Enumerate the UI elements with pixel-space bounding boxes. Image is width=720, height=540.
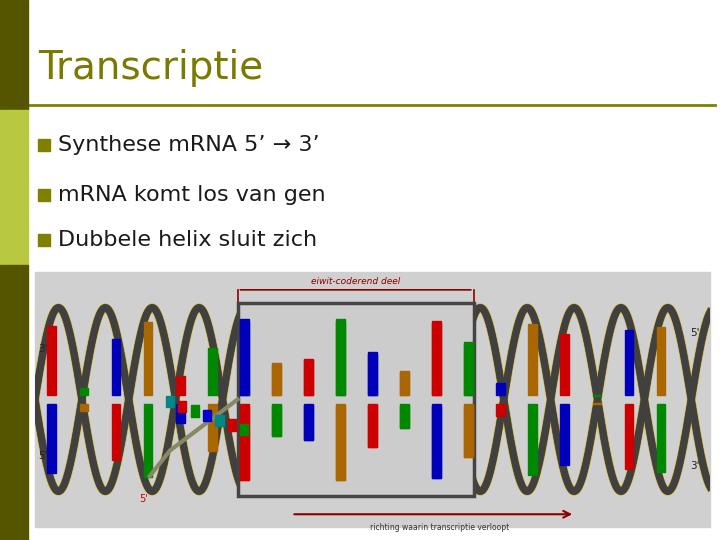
Bar — [432, 321, 441, 395]
Bar — [304, 403, 312, 440]
Bar — [38, 234, 50, 246]
Bar — [400, 372, 409, 395]
Text: 3': 3' — [690, 461, 699, 471]
Bar — [304, 405, 312, 440]
Bar — [144, 322, 153, 395]
Bar — [238, 302, 474, 496]
Bar — [203, 410, 211, 421]
Bar — [240, 319, 248, 395]
Text: 5': 5' — [38, 450, 48, 461]
Bar — [400, 370, 409, 395]
Bar — [0, 110, 28, 265]
Bar — [48, 326, 56, 395]
Bar — [560, 334, 570, 395]
Bar — [272, 403, 281, 436]
Bar — [336, 403, 345, 480]
Bar — [368, 403, 377, 447]
Bar — [368, 405, 377, 447]
Bar — [464, 406, 473, 457]
Bar — [496, 383, 505, 395]
Bar — [35, 272, 710, 527]
Bar — [368, 352, 377, 395]
Bar — [112, 403, 120, 461]
Bar — [272, 364, 281, 395]
Bar — [176, 403, 184, 423]
Bar — [657, 403, 665, 472]
Bar — [144, 403, 153, 477]
Text: 5': 5' — [140, 494, 148, 504]
Bar — [400, 404, 409, 428]
Bar — [657, 327, 665, 395]
Bar — [240, 424, 248, 435]
Bar — [240, 403, 248, 480]
Text: 3': 3' — [38, 343, 48, 354]
Bar — [432, 403, 441, 478]
Bar — [625, 403, 634, 469]
Bar — [496, 403, 505, 416]
Bar — [272, 363, 281, 395]
Bar — [166, 396, 174, 407]
Bar — [464, 403, 473, 457]
Text: richting waarin transcriptie verloopt: richting waarin transcriptie verloopt — [370, 523, 510, 532]
Bar — [0, 0, 28, 110]
Bar — [208, 348, 217, 395]
Text: Synthese mRNA 5’ → 3’: Synthese mRNA 5’ → 3’ — [58, 135, 320, 155]
Bar — [304, 359, 312, 395]
Bar — [336, 406, 345, 480]
Bar — [48, 403, 56, 472]
Bar — [432, 323, 441, 395]
Bar — [464, 344, 473, 395]
Text: 5': 5' — [690, 328, 699, 338]
Text: 3': 3' — [254, 389, 263, 400]
Text: Transcriptie: Transcriptie — [38, 49, 264, 87]
Bar — [593, 395, 601, 396]
Bar — [79, 388, 89, 395]
Bar — [464, 342, 473, 395]
Bar — [191, 406, 199, 416]
Bar — [79, 403, 89, 410]
Bar — [240, 322, 248, 395]
Bar — [208, 403, 217, 451]
Bar — [528, 325, 537, 395]
Bar — [528, 403, 537, 475]
Bar — [215, 415, 223, 426]
Bar — [593, 402, 601, 403]
Bar — [304, 360, 312, 395]
Bar — [368, 354, 377, 395]
Text: eiwit-coderend deel: eiwit-coderend deel — [311, 277, 400, 286]
Bar — [240, 406, 248, 480]
Text: Dubbele helix sluit zich: Dubbele helix sluit zich — [58, 230, 317, 250]
Bar — [432, 406, 441, 478]
Text: mRNA komt los van gen: mRNA komt los van gen — [58, 185, 325, 205]
Bar — [336, 319, 345, 395]
Bar — [38, 189, 50, 201]
Bar — [179, 401, 186, 412]
Bar — [228, 419, 236, 430]
Bar — [625, 330, 634, 395]
Bar — [560, 403, 570, 465]
Bar — [176, 375, 184, 395]
Bar — [336, 321, 345, 395]
Bar — [0, 265, 28, 540]
Bar — [400, 403, 409, 428]
Bar — [272, 405, 281, 436]
Bar — [38, 139, 50, 151]
Bar — [112, 339, 120, 395]
